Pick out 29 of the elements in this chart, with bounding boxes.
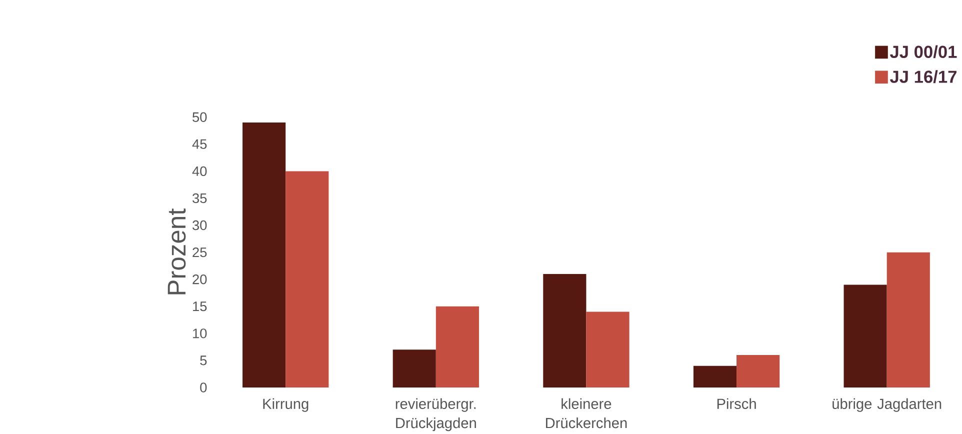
bar — [436, 306, 479, 388]
y-tick-label: 50 — [192, 112, 207, 122]
y-tick-label: 15 — [193, 302, 207, 312]
y-tick-label: 10 — [193, 328, 207, 338]
bar — [543, 274, 586, 388]
bar — [392, 350, 436, 388]
bar — [844, 284, 887, 388]
y-tick-label: 20 — [192, 274, 207, 284]
y-tick-label: 45 — [192, 139, 207, 149]
x-tick-label: Pirsch — [717, 398, 756, 409]
y-axis-title: Prozent — [168, 208, 186, 294]
bar — [886, 252, 930, 388]
legend-label: JJ 16/17 — [890, 70, 956, 84]
bar — [586, 312, 630, 388]
bar — [242, 122, 286, 388]
y-tick-label: 0 — [200, 382, 207, 392]
bar — [693, 366, 737, 388]
bar — [286, 171, 329, 388]
y-tick-label: 30 — [192, 220, 207, 230]
y-tick-label: 35 — [192, 193, 207, 204]
x-tick-label: revierübergr. Drückjagden — [396, 398, 476, 432]
y-tick-label: 5 — [200, 356, 207, 366]
bar — [736, 354, 780, 388]
x-tick-label: Kirrung — [263, 398, 308, 412]
y-tick-label: 25 — [192, 247, 207, 258]
y-tick-label: 40 — [192, 166, 207, 176]
x-tick-label: kleinere Drückerchen — [546, 398, 627, 428]
legend-label: JJ 00/01 — [890, 45, 957, 58]
x-tick-label: übrige Jagdarten — [832, 398, 942, 412]
